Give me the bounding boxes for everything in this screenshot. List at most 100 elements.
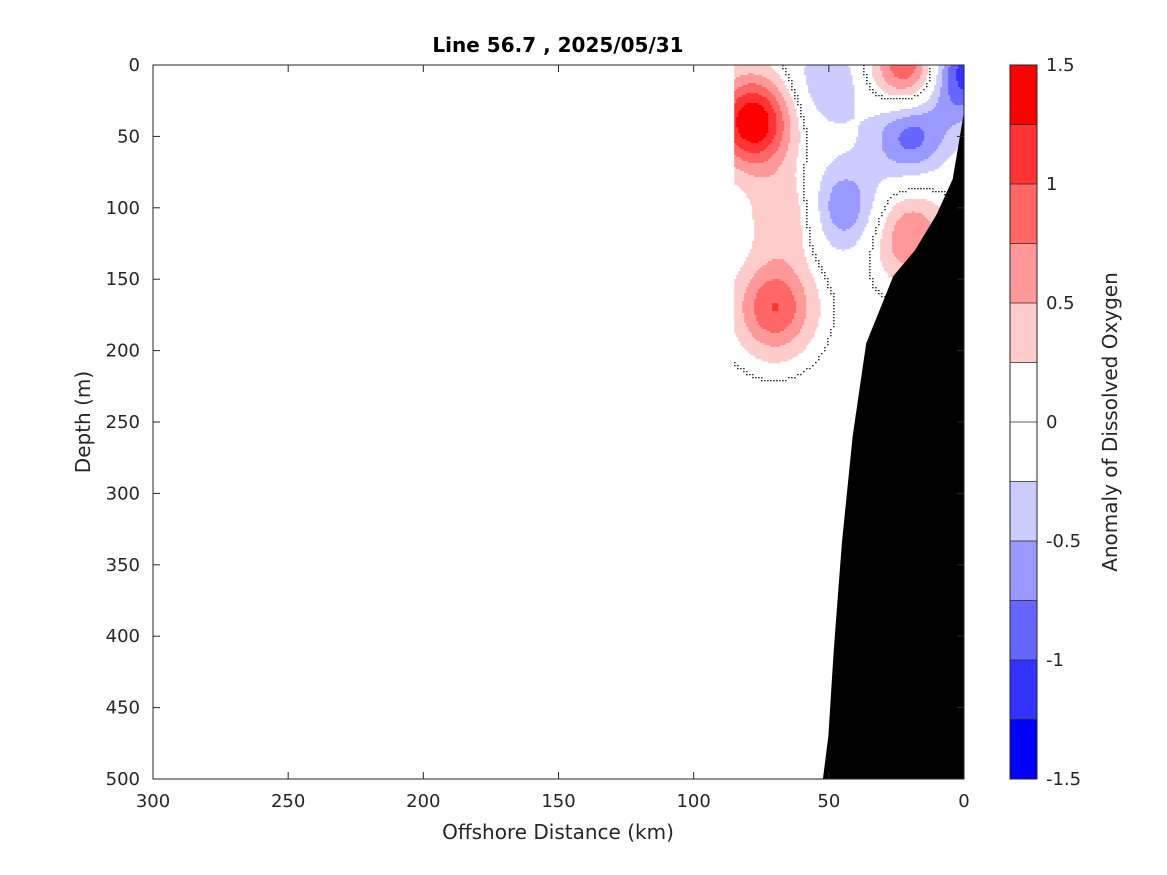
contour-cell: [770, 129, 773, 132]
contour-cell: [740, 143, 743, 146]
contour-cell: [760, 141, 763, 144]
contour-cell: [790, 161, 793, 164]
contour-cell: [780, 281, 783, 284]
contour-cell: [740, 169, 743, 172]
contour-cell: [764, 323, 767, 326]
contour-cell: [816, 73, 819, 76]
contour-cell: [738, 281, 741, 284]
contour-cell: [736, 121, 739, 124]
contour-cell: [766, 251, 769, 254]
contour-cell: [756, 137, 759, 140]
contour-cell: [792, 209, 795, 212]
contour-cell: [790, 325, 793, 328]
contour-cell: [788, 175, 791, 178]
contour-cell: [782, 113, 785, 116]
contour-cell: [766, 357, 769, 360]
contour-cell: [768, 309, 771, 312]
contour-cell: [800, 309, 803, 312]
contour-cell: [740, 267, 743, 270]
contour-cell: [782, 185, 785, 188]
contour-cell: [754, 313, 757, 316]
contour-cell: [778, 75, 781, 78]
contour-cell: [772, 193, 775, 196]
contour-cell: [828, 207, 831, 210]
contour-cell: [744, 331, 747, 334]
contour-cell: [780, 175, 783, 178]
contour-cell: [764, 343, 767, 346]
contour-cell: [744, 341, 747, 344]
contour-cell: [788, 327, 791, 330]
contour-cell: [788, 97, 791, 100]
contour-cell: [778, 229, 781, 232]
contour-cell: [752, 337, 755, 340]
contour-cell: [768, 233, 771, 236]
contour-cell: [812, 85, 815, 88]
contour-cell: [748, 113, 751, 116]
contour-cell: [750, 281, 753, 284]
contour-cell: [744, 115, 747, 118]
contour-cell: [740, 105, 743, 108]
contour-cell: [772, 223, 775, 226]
contour-cell: [734, 279, 737, 282]
contour-cell: [784, 271, 787, 274]
contour-cell: [754, 65, 757, 68]
contour-cell: [782, 131, 785, 134]
contour-cell: [778, 223, 781, 226]
contour-cell: [754, 263, 757, 266]
contour-cell: [764, 171, 767, 174]
contour-cell: [740, 335, 743, 338]
contour-cell: [790, 111, 793, 114]
contour-cell: [814, 71, 817, 74]
contour-cell: [762, 269, 765, 272]
contour-cell: [772, 203, 775, 206]
contour-cell: [776, 295, 779, 298]
contour-cell: [786, 345, 789, 348]
contour-cell: [762, 117, 765, 120]
contour-cell: [734, 65, 737, 68]
contour-cell: [786, 163, 789, 166]
contour-cell: [736, 295, 739, 298]
contour-cell: [796, 119, 799, 122]
contour-cell: [758, 231, 761, 234]
contour-cell: [782, 177, 785, 180]
contour-cell: [764, 73, 767, 76]
contour-cell: [752, 255, 755, 258]
contour-cell: [768, 281, 771, 284]
contour-cell: [826, 211, 829, 214]
contour-cell: [786, 149, 789, 152]
contour-cell: [750, 267, 753, 270]
contour-cell: [762, 281, 765, 284]
contour-cell: [746, 133, 749, 136]
contour-cell: [828, 203, 831, 206]
contour-cell: [790, 97, 793, 100]
contour-cell: [758, 151, 761, 154]
contour-cell: [736, 293, 739, 296]
contour-cell: [776, 361, 779, 364]
contour-cell: [774, 127, 777, 130]
contour-cell: [822, 183, 825, 186]
contour-cell: [806, 311, 809, 314]
contour-cell: [774, 101, 777, 104]
contour-cell: [788, 255, 791, 258]
contour-cell: [800, 321, 803, 324]
contour-cell: [810, 75, 813, 78]
contour-cell: [796, 259, 799, 262]
contour-cell: [758, 233, 761, 236]
contour-cell: [772, 97, 775, 100]
contour-cell: [788, 349, 791, 352]
contour-cell: [788, 335, 791, 338]
contour-cell: [778, 343, 781, 346]
contour-cell: [808, 311, 811, 314]
contour-cell: [800, 237, 803, 240]
contour-cell: [824, 229, 827, 232]
contour-cell: [776, 203, 779, 206]
contour-cell: [776, 185, 779, 188]
contour-cell: [756, 129, 759, 132]
contour-cell: [820, 75, 823, 78]
contour-cell: [766, 99, 769, 102]
contour-cell: [784, 95, 787, 98]
contour-cell: [796, 317, 799, 320]
contour-cell: [768, 73, 771, 76]
contour-cell: [800, 299, 803, 302]
contour-cell: [770, 339, 773, 342]
